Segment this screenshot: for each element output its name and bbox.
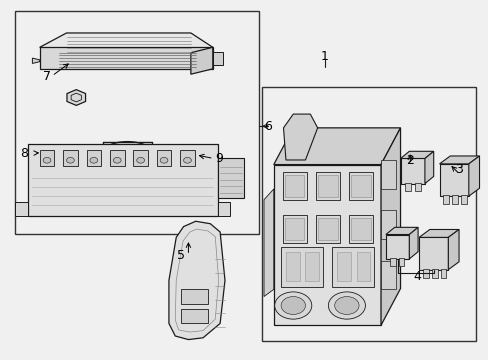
Bar [348,172,372,201]
Polygon shape [40,33,212,53]
Polygon shape [400,151,433,158]
Bar [133,149,148,166]
Circle shape [334,297,358,315]
Bar [422,269,428,278]
Bar [318,219,337,240]
Bar [86,149,101,166]
Text: 6: 6 [264,120,271,133]
Polygon shape [408,227,417,259]
Circle shape [90,157,98,163]
Text: 1: 1 [320,50,328,63]
Bar [405,183,410,191]
Polygon shape [385,234,408,259]
Bar [380,261,395,289]
Circle shape [281,297,305,315]
Polygon shape [418,229,458,237]
Text: 5: 5 [177,249,185,262]
Polygon shape [447,229,458,270]
Bar [336,252,350,281]
Bar [40,149,54,166]
Bar [389,258,395,266]
Bar [110,149,124,166]
Bar [350,219,370,240]
Bar [181,289,207,304]
Bar [158,154,163,159]
Bar [440,269,446,278]
Bar [180,149,194,166]
Bar [184,154,190,159]
Bar [282,172,306,201]
Bar [414,183,420,191]
Bar [281,247,322,287]
Polygon shape [418,237,447,270]
Bar [157,149,171,166]
Polygon shape [424,151,433,184]
Bar [166,154,172,159]
Circle shape [160,157,167,163]
Polygon shape [439,164,468,196]
Circle shape [183,157,191,163]
Bar [305,252,319,281]
Bar [350,175,370,197]
Bar [27,144,217,216]
Text: 2: 2 [406,154,413,167]
Bar [431,269,437,278]
Text: 7: 7 [43,69,51,82]
Bar [285,175,304,197]
Polygon shape [283,114,317,160]
Polygon shape [380,128,400,325]
Bar [285,219,304,240]
Polygon shape [400,158,424,184]
Polygon shape [32,58,40,63]
Bar [282,215,306,243]
Text: 8: 8 [20,147,28,159]
Polygon shape [385,227,417,234]
Text: 3: 3 [454,163,462,176]
Polygon shape [264,189,273,297]
Bar [380,211,395,239]
Circle shape [43,157,51,163]
Polygon shape [212,51,222,65]
Polygon shape [468,156,479,196]
Polygon shape [439,156,479,164]
Polygon shape [168,221,224,339]
Circle shape [66,157,74,163]
Polygon shape [67,90,85,105]
Polygon shape [273,128,400,165]
Bar [315,215,339,243]
Polygon shape [37,150,64,157]
Circle shape [328,292,365,319]
Circle shape [274,292,311,319]
Bar [15,12,259,234]
Circle shape [113,157,121,163]
Polygon shape [217,202,229,216]
Polygon shape [217,158,244,198]
Bar [398,258,404,266]
Bar [175,154,181,159]
Bar [348,215,372,243]
Polygon shape [273,165,380,325]
Bar [315,172,339,201]
Bar [63,149,78,166]
Polygon shape [190,47,212,74]
Text: 4: 4 [413,270,421,283]
Bar [261,87,475,341]
Polygon shape [40,47,212,69]
Circle shape [137,157,144,163]
Text: 9: 9 [215,152,223,165]
Bar [318,175,337,197]
Bar [451,195,457,204]
Bar [181,309,207,323]
Bar [331,247,373,287]
Polygon shape [154,147,195,160]
Bar [356,252,369,281]
Polygon shape [15,202,27,216]
Bar [380,160,395,189]
Bar [285,252,299,281]
Bar [460,195,466,204]
Bar [443,195,448,204]
